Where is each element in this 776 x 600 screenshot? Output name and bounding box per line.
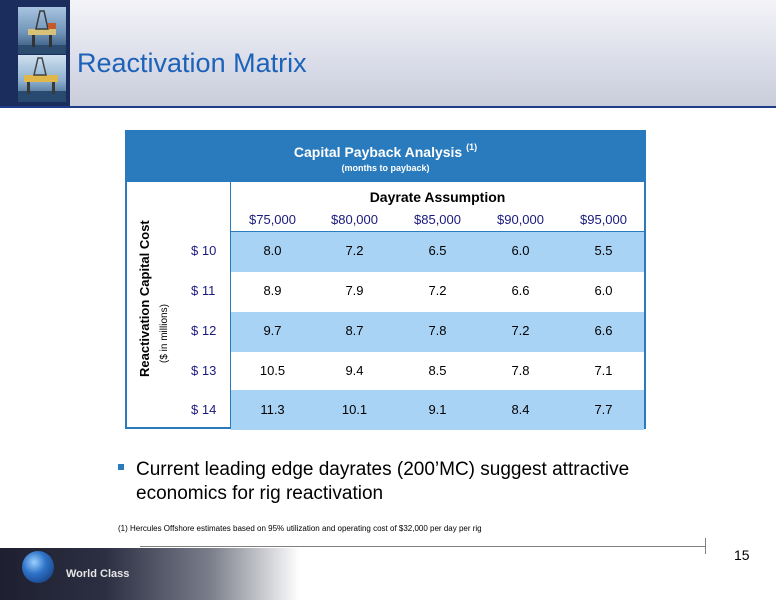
- table-title-note: (1): [466, 142, 478, 152]
- column-header: $95,000: [580, 212, 627, 227]
- column-header: $90,000: [497, 212, 544, 227]
- row-label: $ 10: [191, 243, 217, 258]
- offshore-rig-photo: [18, 7, 66, 54]
- table-cell: 8.5: [428, 363, 447, 378]
- page-title: Reactivation Matrix: [77, 48, 307, 78]
- row-band: [231, 312, 644, 352]
- table-title: Capital Payback Analysis (1): [127, 142, 644, 160]
- column-header: $75,000: [249, 212, 296, 227]
- table-cell: 6.5: [428, 243, 447, 258]
- row-band: [231, 390, 644, 430]
- table-cell: 9.7: [263, 323, 282, 338]
- table-cell: 6.6: [511, 283, 530, 298]
- table-cell: 7.9: [345, 283, 364, 298]
- header-band: [0, 0, 776, 108]
- bullet-text: Current leading edge dayrates (200’MC) s…: [136, 459, 630, 504]
- table-cell: 6.6: [594, 323, 613, 338]
- header-rule: [0, 106, 776, 108]
- table-cell: 11.3: [260, 402, 285, 417]
- table-cell: 7.2: [428, 283, 447, 298]
- table-subtitle: (months to payback): [341, 163, 430, 173]
- table-cell: 6.0: [511, 243, 530, 258]
- offshore-rig-photo: [18, 55, 66, 102]
- table-cell: 7.1: [594, 363, 613, 378]
- column-header: $80,000: [331, 212, 378, 227]
- table-cell: 8.9: [263, 283, 282, 298]
- globe-icon: [22, 551, 54, 583]
- table-cell: 9.4: [345, 363, 364, 378]
- table-cell: 8.0: [263, 243, 282, 258]
- page-number: 15: [734, 547, 750, 563]
- footer-rule: [140, 546, 706, 547]
- footer-tick: [705, 538, 706, 554]
- footnote: (1) Hercules Offshore estimates based on…: [118, 524, 482, 533]
- table-header: Capital Payback Analysis (1) (months to …: [127, 132, 644, 182]
- photo-strip: [0, 0, 70, 108]
- row-label: $ 11: [191, 283, 216, 298]
- table-cell: 6.0: [594, 283, 613, 298]
- table-title-text: Capital Payback Analysis: [293, 144, 463, 160]
- row-band: [231, 232, 644, 272]
- table-cell: 7.2: [511, 323, 530, 338]
- table-cell: 10.1: [341, 402, 368, 417]
- row-axis-sublabel-text: ($ in millions): [159, 304, 170, 363]
- table-divider-horizontal: [230, 231, 644, 232]
- table-cell: 7.8: [428, 323, 447, 338]
- footer-tagline: World Class: [66, 568, 130, 580]
- column-header: $85,000: [414, 212, 461, 227]
- row-axis-label-text: Reactivation Capital Cost: [137, 220, 152, 377]
- row-label: $ 14: [191, 402, 217, 417]
- table-cell: 7.2: [345, 243, 364, 258]
- column-group-label: Dayrate Assumption: [369, 189, 506, 205]
- table-cell: 7.8: [511, 363, 530, 378]
- table-cell: 8.7: [345, 323, 364, 338]
- row-label: $ 13: [191, 363, 217, 378]
- row-label: $ 12: [191, 323, 217, 338]
- table-cell: 10.5: [259, 363, 286, 378]
- table-cell: 8.4: [511, 402, 530, 417]
- table-divider-vertical: [230, 182, 231, 427]
- table-cell: 9.1: [428, 402, 447, 417]
- payback-table: Capital Payback Analysis (1) (months to …: [125, 130, 646, 430]
- table-cell: 7.7: [594, 402, 613, 417]
- bullet-square-icon: [118, 464, 124, 470]
- table-cell: 5.5: [594, 243, 613, 258]
